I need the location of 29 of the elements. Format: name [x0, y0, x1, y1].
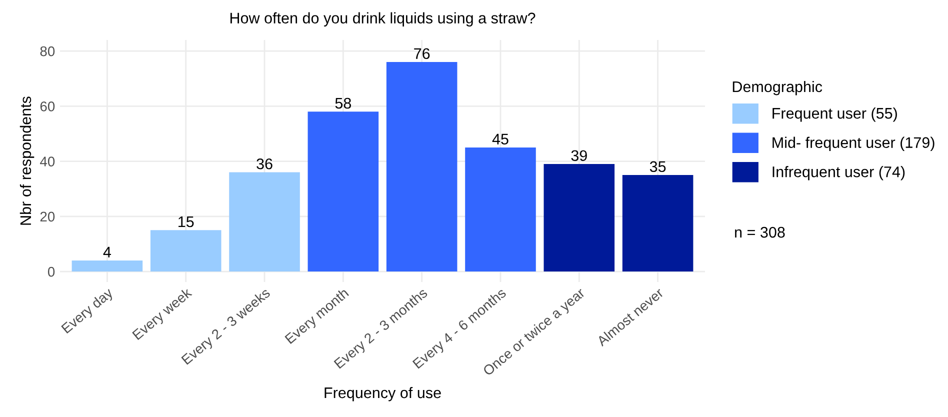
data-label: 76	[414, 48, 430, 60]
y-tick-label: 40	[40, 156, 55, 166]
bar	[386, 62, 458, 272]
y-tick-label: 60	[40, 101, 55, 112]
legend-label: Frequent user (55)	[772, 108, 897, 122]
bar	[622, 175, 694, 272]
bar	[465, 147, 536, 272]
data-label: 39	[571, 150, 587, 162]
y-tick-label: 20	[40, 212, 55, 222]
bar	[308, 112, 379, 272]
data-label: 4	[103, 246, 111, 258]
y-axis-title: Nbr of respondents	[20, 96, 34, 225]
x-axis-title: Frequency of use	[324, 386, 441, 402]
data-label: 58	[335, 98, 352, 109]
bar	[150, 230, 222, 272]
bar	[72, 260, 143, 272]
legend-title: Demographic	[732, 80, 822, 96]
bar	[544, 164, 615, 272]
legend-label: Infrequent user (74)	[772, 166, 905, 180]
y-tick-label: 80	[40, 46, 55, 56]
chart-title: How often do you drink liquids using a straw?	[230, 12, 536, 27]
text: n = 308	[735, 226, 785, 238]
legend-label: Mid- frequent user (179)	[772, 136, 934, 151]
bar	[229, 172, 300, 272]
y-tick-label: 0	[48, 266, 55, 277]
data-label: 45	[492, 134, 508, 144]
data-label: 15	[178, 216, 194, 228]
data-label: 35	[650, 161, 666, 172]
data-label: 36	[256, 158, 272, 170]
